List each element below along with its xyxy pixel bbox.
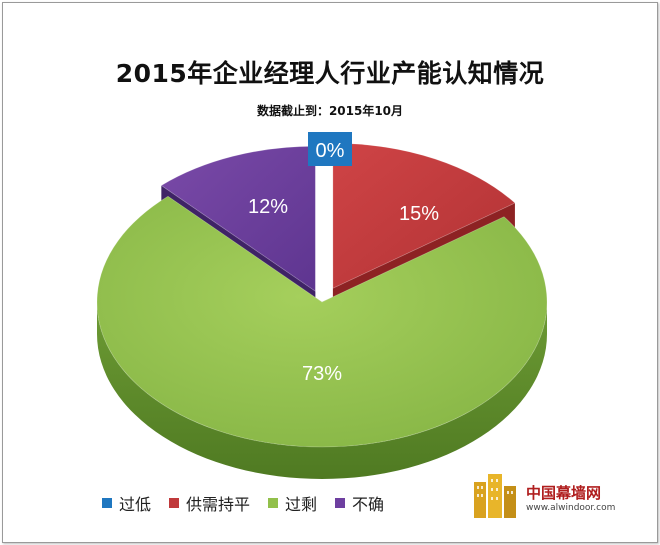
watermark: 中国幕墙网 www.alwindoor.com bbox=[468, 470, 636, 522]
data-label-3: 12% bbox=[248, 196, 288, 218]
building-logo-icon bbox=[474, 474, 516, 518]
data-label-2: 73% bbox=[302, 363, 342, 385]
data-label-1: 15% bbox=[399, 203, 439, 225]
legend-label: 供需持平 bbox=[186, 495, 251, 514]
legend-item: 供需持平 bbox=[169, 491, 250, 515]
legend-swatch bbox=[268, 498, 279, 508]
legend-swatch bbox=[335, 498, 346, 508]
pie-slice-2 bbox=[96, 195, 548, 448]
legend-label: 过低 bbox=[119, 495, 152, 514]
legend-item: 不确 bbox=[335, 491, 384, 515]
pie-slice-side-2 bbox=[97, 302, 547, 479]
pie-slice-3 bbox=[160, 145, 316, 292]
watermark-text: 中国幕墙网 bbox=[526, 484, 602, 502]
legend-label: 过剩 bbox=[285, 495, 318, 514]
chart-legend: 过低 供需持平 过剩 不确 bbox=[102, 491, 402, 515]
legend-label: 不确 bbox=[352, 495, 385, 514]
pie-slice-0 bbox=[308, 132, 352, 166]
legend-swatch bbox=[102, 498, 112, 508]
legend-swatch bbox=[169, 498, 180, 508]
chart-title: 2015年企业经理人行业产能认知情况 bbox=[115, 59, 545, 88]
legend-item: 过剩 bbox=[268, 491, 317, 515]
watermark-url: www.alwindoor.com bbox=[526, 503, 616, 513]
legend-item: 过低 bbox=[102, 491, 151, 515]
chart-subtitle: 数据截止到：2015年10月 bbox=[256, 104, 404, 118]
data-label-0: 0% bbox=[316, 140, 345, 162]
